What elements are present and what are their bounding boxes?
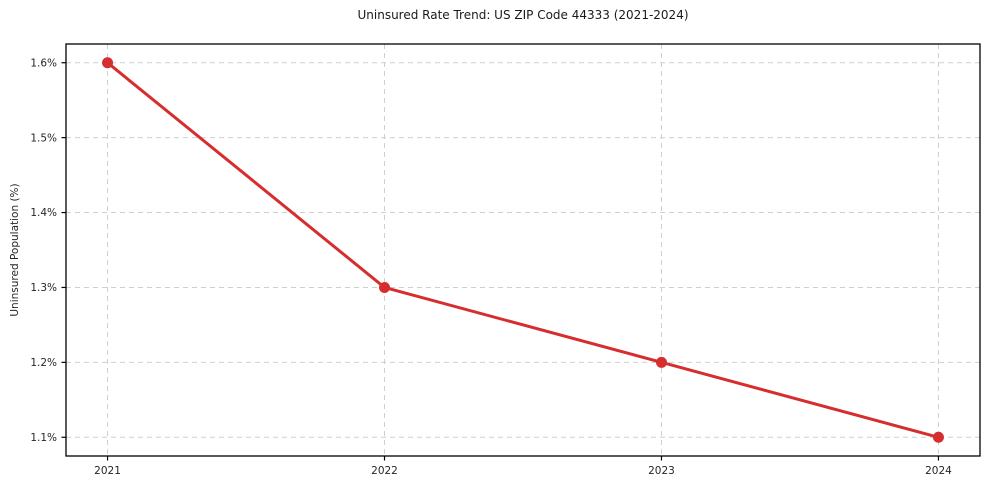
y-tick-label: 1.3% bbox=[30, 282, 57, 294]
plot-border bbox=[65, 43, 981, 457]
y-tick-label: 1.5% bbox=[30, 132, 57, 144]
y-tick-label: 1.4% bbox=[30, 207, 57, 219]
data-point-marker bbox=[102, 57, 114, 69]
y-tick-label: 1.1% bbox=[30, 432, 57, 444]
x-tick-label: 2021 bbox=[94, 465, 121, 477]
data-point-marker bbox=[655, 356, 667, 368]
data-point-marker bbox=[379, 281, 391, 293]
y-tick-label: 1.2% bbox=[30, 357, 57, 369]
chart-title: Uninsured Rate Trend: US ZIP Code 44333 … bbox=[357, 8, 689, 22]
x-tick-label: 2022 bbox=[371, 465, 398, 477]
data-point-marker bbox=[932, 431, 944, 443]
y-tick-label: 1.6% bbox=[30, 57, 57, 69]
x-tick-label: 2023 bbox=[648, 465, 675, 477]
x-tick-label: 2024 bbox=[925, 465, 952, 477]
series-line bbox=[106, 61, 940, 439]
